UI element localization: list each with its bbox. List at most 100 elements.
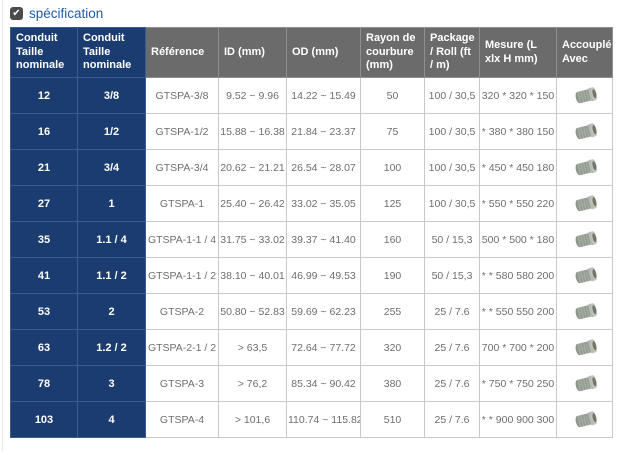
cell-conduit-taille-nominale-mm: 12 <box>10 77 78 114</box>
table-row: 12 3/8 GTSPA-3/8 9.52 ~ 9.96 14.22 ~ 15.49 50… <box>10 77 613 114</box>
table-row: 27 1 GTSPA-1 25.40 ~ 26.42 33.02 ~ 35.05 125 1… <box>10 185 613 222</box>
cell-reference: GTSPA-2-1 / 2 <box>145 329 219 366</box>
cell-mesure: 700 * 700 * 200 <box>479 329 557 366</box>
coupling-icon <box>575 266 597 283</box>
table-row: 63 1.2 / 2 GTSPA-2-1 / 2 > 63,5 72.64 ~ 77.7… <box>10 329 613 366</box>
cell-od-mm: 72.64 ~ 77.72 <box>286 329 361 366</box>
cell-accouple-avec <box>556 113 613 150</box>
header-row: Conduit Taille nominale Conduit Taille no… <box>10 27 613 78</box>
cell-rayon-de-courbure-mm: 320 <box>360 329 425 366</box>
cell-conduit-taille-nominale-inch: 1.1 / 2 <box>77 257 146 294</box>
cell-reference: GTSPA-1-1 / 2 <box>145 257 219 294</box>
table-row: 35 1.1 / 4 GTSPA-1-1 / 4 31.75 ~ 33.02 39.37… <box>10 221 613 258</box>
column-header-od-mm: OD (mm) <box>286 27 361 78</box>
cell-conduit-taille-nominale-inch: 1.2 / 2 <box>77 329 146 366</box>
column-header-accouple-avec: Accouplé Avec <box>556 27 613 78</box>
cell-conduit-taille-nominale-mm: 63 <box>10 329 78 366</box>
cell-od-mm: 110.74 ~ 115.82 <box>286 401 361 438</box>
cell-od-mm: 33.02 ~ 35.05 <box>286 185 361 222</box>
cell-package-roll: 50 / 15,3 <box>424 221 480 258</box>
cell-rayon-de-courbure-mm: 380 <box>360 365 425 402</box>
checkmark-icon: ✔ <box>12 8 21 19</box>
cell-reference: GTSPA-2 <box>145 293 219 330</box>
cell-reference: GTSPA-1-1 / 4 <box>145 221 219 258</box>
column-header-id-mm: ID (mm) <box>218 27 287 78</box>
column-header-reference: Référence <box>145 27 219 78</box>
cell-mesure: * 750 * 750 250 <box>479 365 557 402</box>
cell-accouple-avec <box>556 185 613 222</box>
cell-rayon-de-courbure-mm: 50 <box>360 77 425 114</box>
left-edge-divider <box>2 0 3 451</box>
cell-conduit-taille-nominale-inch: 3 <box>77 365 146 402</box>
cell-reference: GTSPA-1 <box>145 185 219 222</box>
specification-checkbox[interactable]: ✔ <box>10 7 23 20</box>
cell-rayon-de-courbure-mm: 125 <box>360 185 425 222</box>
cell-package-roll: 25 / 7.6 <box>424 329 480 366</box>
cell-accouple-avec <box>556 257 613 294</box>
cell-od-mm: 21.84 ~ 23.37 <box>286 113 361 150</box>
cell-od-mm: 46.99 ~ 49.53 <box>286 257 361 294</box>
cell-mesure: * * 550 550 200 <box>479 293 557 330</box>
cell-conduit-taille-nominale-inch: 1.1 / 4 <box>77 221 146 258</box>
specification-label: spécification <box>29 6 104 21</box>
cell-mesure: * * 580 580 200 <box>479 257 557 294</box>
cell-conduit-taille-nominale-mm: 78 <box>10 365 78 402</box>
table-body: 12 3/8 GTSPA-3/8 9.52 ~ 9.96 14.22 ~ 15.49 50… <box>10 77 613 438</box>
cell-od-mm: 85.34 ~ 90.42 <box>286 365 361 402</box>
cell-package-roll: 100 / 30,5 <box>424 149 480 186</box>
cell-mesure: * 380 * 380 150 <box>479 113 557 150</box>
cell-package-roll: 100 / 30,5 <box>424 113 480 150</box>
specification-section: ✔ spécification Conduit Taille nominale C… <box>10 4 613 438</box>
cell-conduit-taille-nominale-inch: 3/8 <box>77 77 146 114</box>
cell-package-roll: 25 / 7.6 <box>424 401 480 438</box>
cell-conduit-taille-nominale-mm: 53 <box>10 293 78 330</box>
cell-od-mm: 26.54 ~ 28.07 <box>286 149 361 186</box>
cell-package-roll: 25 / 7.6 <box>424 365 480 402</box>
cell-od-mm: 14.22 ~ 15.49 <box>286 77 361 114</box>
coupling-icon <box>575 86 597 103</box>
cell-rayon-de-courbure-mm: 255 <box>360 293 425 330</box>
cell-reference: GTSPA-1/2 <box>145 113 219 150</box>
cell-id-mm: 20.62 ~ 21.21 <box>218 149 287 186</box>
cell-package-roll: 100 / 30,5 <box>424 77 480 114</box>
cell-id-mm: 38.10 ~ 40.01 <box>218 257 287 294</box>
cell-od-mm: 59.69 ~ 62.23 <box>286 293 361 330</box>
cell-accouple-avec <box>556 293 613 330</box>
cell-package-roll: 50 / 15,3 <box>424 257 480 294</box>
cell-id-mm: 9.52 ~ 9.96 <box>218 77 287 114</box>
cell-id-mm: 50.80 ~ 52.83 <box>218 293 287 330</box>
cell-accouple-avec <box>556 365 613 402</box>
cell-id-mm: 15.88 ~ 16.38 <box>218 113 287 150</box>
cell-conduit-taille-nominale-mm: 103 <box>10 401 78 438</box>
table-row: 103 4 GTSPA-4 > 101,6 110.74 ~ 115.82 510 25 /… <box>10 401 613 438</box>
cell-rayon-de-courbure-mm: 75 <box>360 113 425 150</box>
cell-reference: GTSPA-4 <box>145 401 219 438</box>
column-header-rayon-de-courbure-mm: Rayon de courbure (mm) <box>360 27 425 78</box>
cell-rayon-de-courbure-mm: 160 <box>360 221 425 258</box>
cell-mesure: 500 * 500 * 180 <box>479 221 557 258</box>
coupling-icon <box>575 302 597 319</box>
cell-reference: GTSPA-3/4 <box>145 149 219 186</box>
cell-od-mm: 39.37 ~ 41.40 <box>286 221 361 258</box>
coupling-icon <box>575 230 597 247</box>
cell-mesure: 320 * 320 * 150 <box>479 77 557 114</box>
cell-package-roll: 25 / 7.6 <box>424 293 480 330</box>
cell-accouple-avec <box>556 401 613 438</box>
cell-id-mm: 25.40 ~ 26.42 <box>218 185 287 222</box>
cell-id-mm: > 101,6 <box>218 401 287 438</box>
cell-accouple-avec <box>556 77 613 114</box>
table-row: 41 1.1 / 2 GTSPA-1-1 / 2 38.10 ~ 40.01 46.99… <box>10 257 613 294</box>
cell-conduit-taille-nominale-mm: 16 <box>10 113 78 150</box>
table-row: 16 1/2 GTSPA-1/2 15.88 ~ 16.38 21.84 ~ 23.37… <box>10 113 613 150</box>
coupling-icon <box>575 374 597 391</box>
cell-package-roll: 100 / 30,5 <box>424 185 480 222</box>
cell-mesure: * 550 * 550 220 <box>479 185 557 222</box>
coupling-icon <box>575 410 597 427</box>
cell-reference: GTSPA-3 <box>145 365 219 402</box>
coupling-icon <box>575 158 597 175</box>
cell-conduit-taille-nominale-mm: 27 <box>10 185 78 222</box>
column-header-mesure: Mesure (L xlx H mm) <box>479 27 557 78</box>
coupling-icon <box>575 338 597 355</box>
specification-toggle-bar: ✔ spécification <box>10 4 613 23</box>
